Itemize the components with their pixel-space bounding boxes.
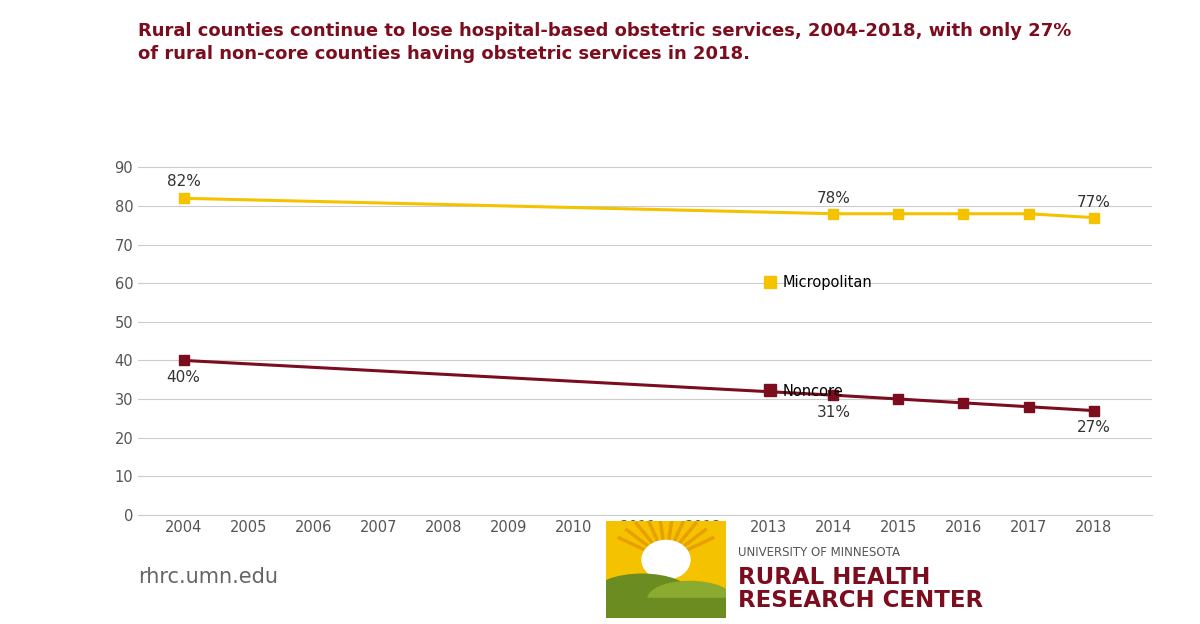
Ellipse shape: [648, 582, 732, 615]
Ellipse shape: [594, 574, 690, 613]
Text: RURAL HEALTH: RURAL HEALTH: [738, 567, 930, 589]
Text: UNIVERSITY OF MINNESOTA: UNIVERSITY OF MINNESOTA: [738, 546, 900, 558]
Text: 77%: 77%: [1076, 195, 1110, 210]
Text: 78%: 78%: [816, 191, 851, 206]
Text: 27%: 27%: [1076, 420, 1110, 435]
Bar: [606, 598, 726, 618]
Text: 31%: 31%: [816, 405, 851, 420]
Text: rhrc.umn.edu: rhrc.umn.edu: [138, 567, 278, 587]
Circle shape: [642, 540, 690, 579]
Legend: Noncore: Noncore: [764, 384, 844, 399]
Text: Rural counties continue to lose hospital-based obstetric services, 2004-2018, wi: Rural counties continue to lose hospital…: [138, 22, 1072, 64]
Text: 82%: 82%: [167, 173, 200, 188]
Text: RESEARCH CENTER: RESEARCH CENTER: [738, 589, 983, 612]
Text: 40%: 40%: [167, 370, 200, 385]
